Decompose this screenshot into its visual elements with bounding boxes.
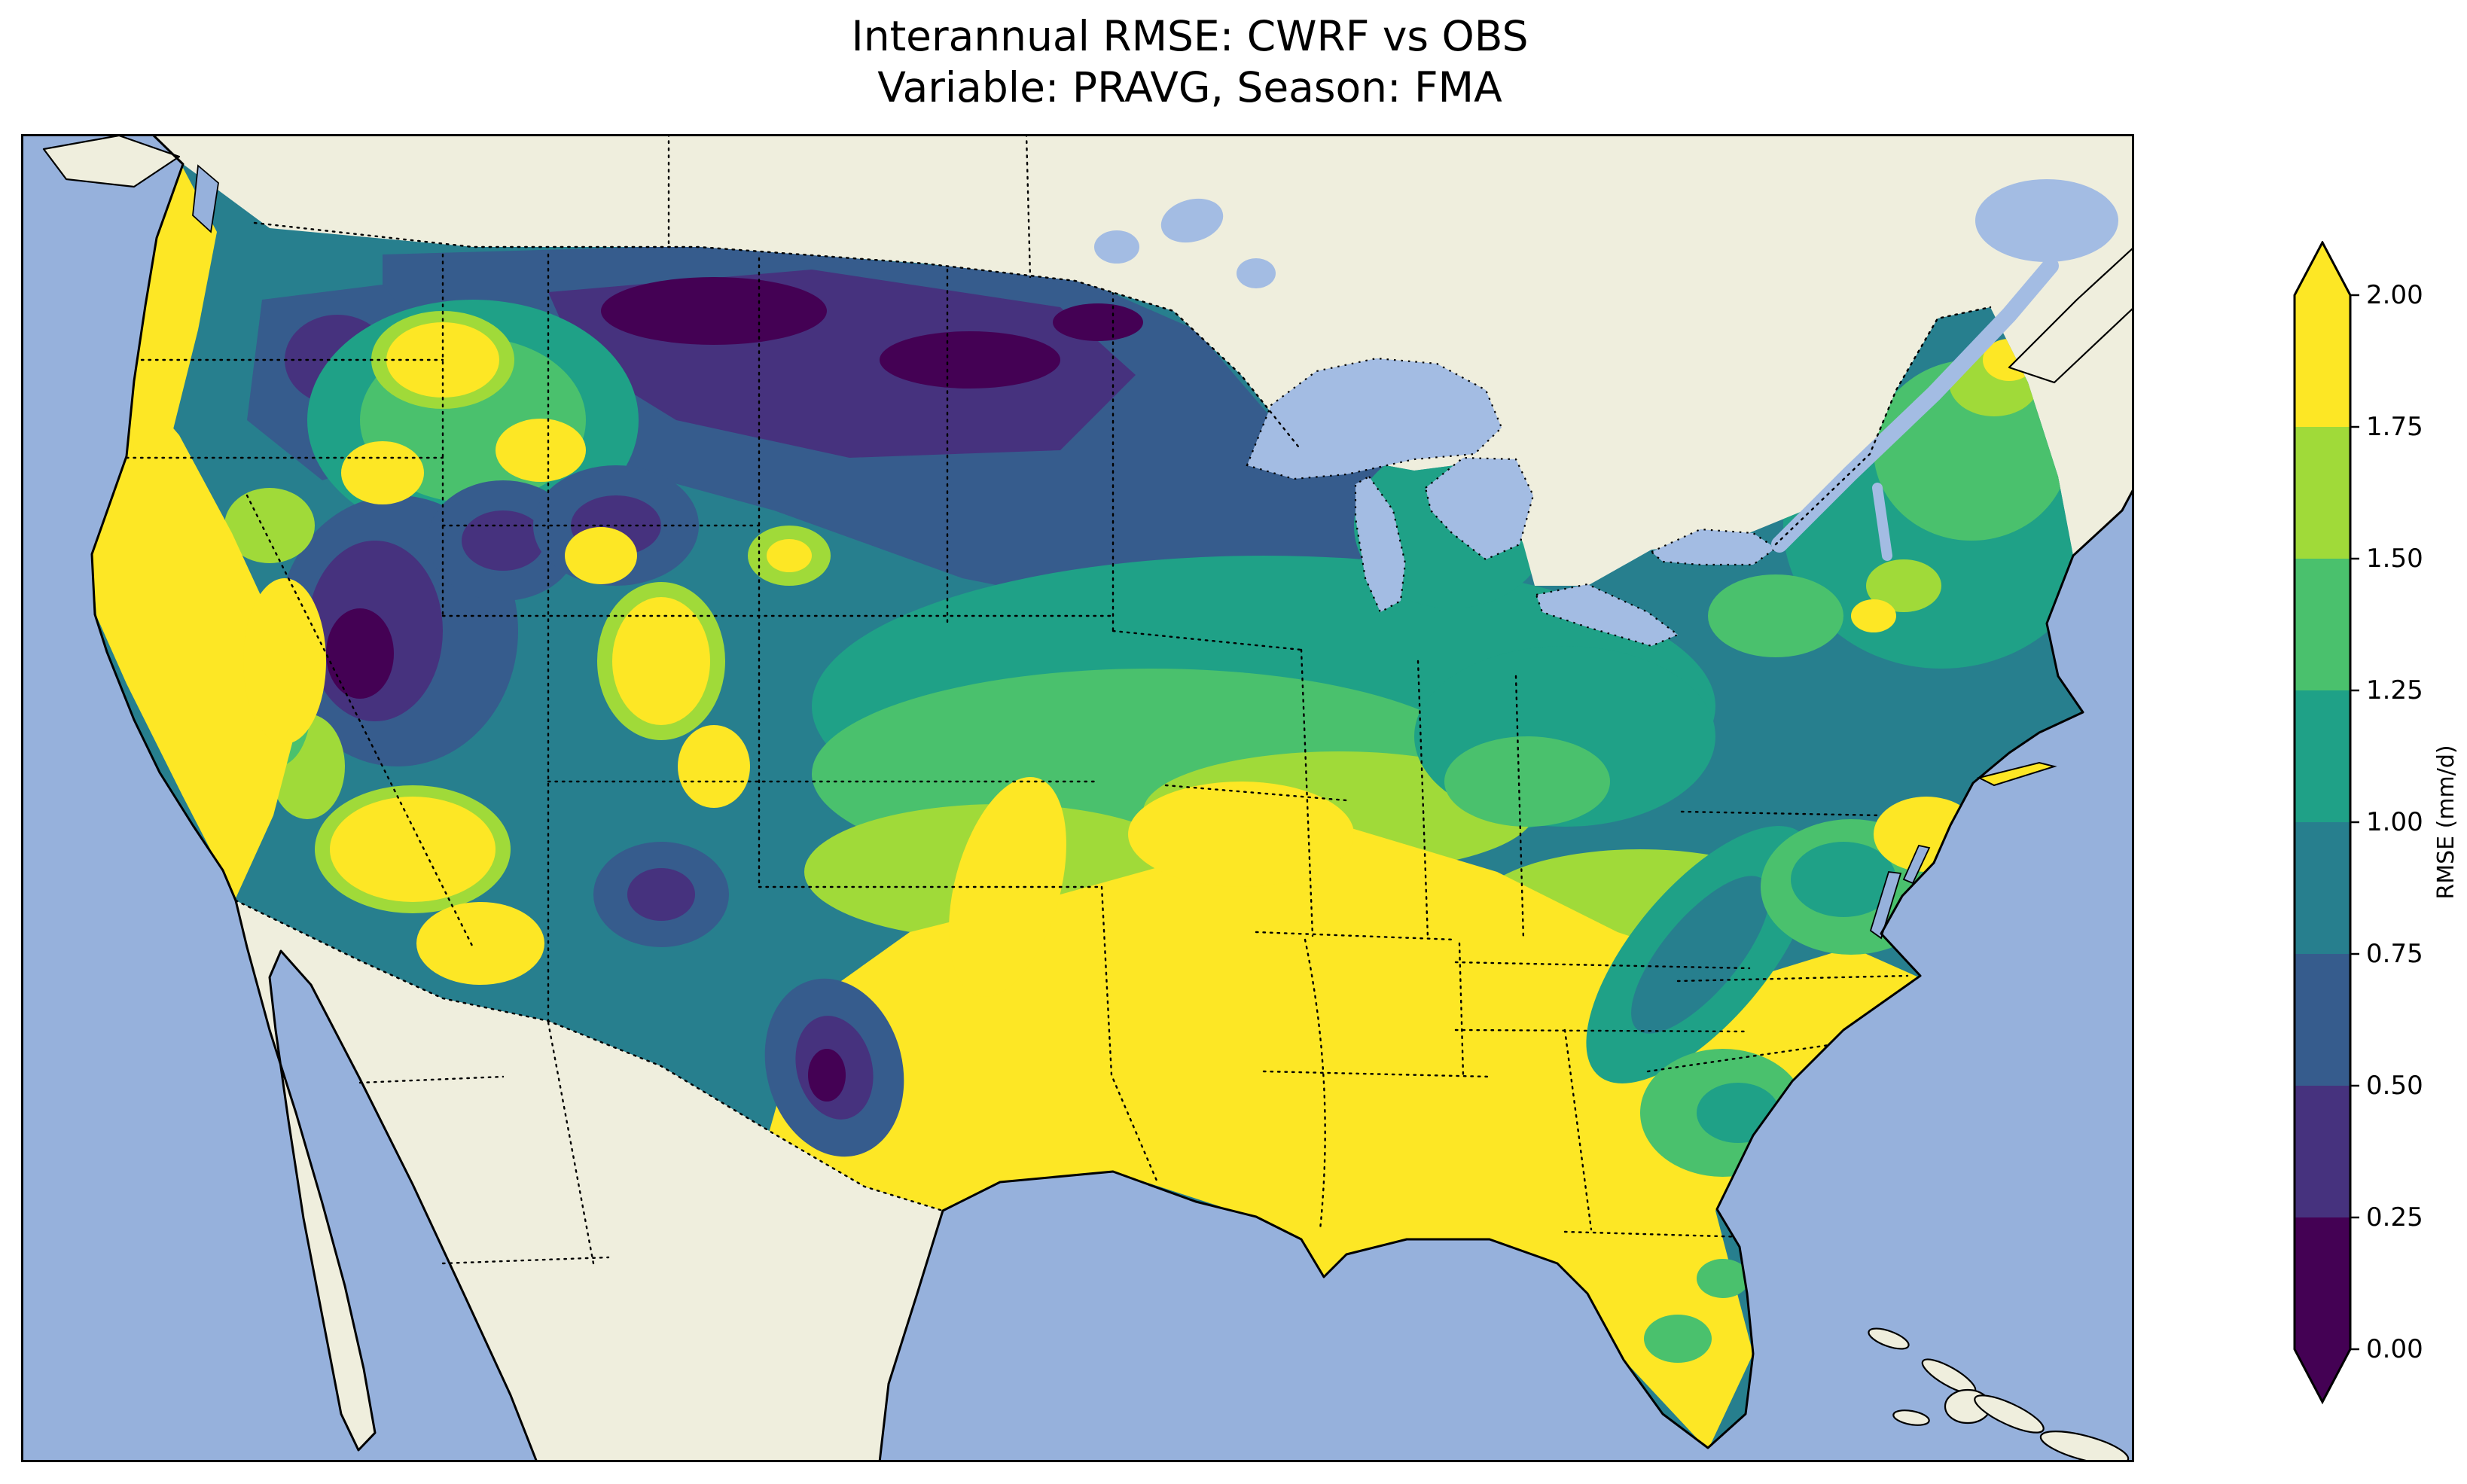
colorbar-over-triangle	[2295, 242, 2350, 295]
tick-0.00: 0.00	[2366, 1334, 2423, 1364]
map-panel	[21, 133, 2136, 1466]
rmse-contour-blobs	[92, 168, 2083, 1448]
colorbar-under-triangle	[2295, 1349, 2350, 1402]
colorbar-panel: 2.00 1.75 1.50 1.25 1.00 0.75 0.50 0.25 …	[2282, 239, 2467, 1431]
puget-sound	[192, 164, 219, 233]
colorbar-bands	[2295, 295, 2350, 1349]
coastline	[90, 133, 2136, 1463]
gulf-of-st-lawrence	[1975, 179, 2118, 262]
lake-superior	[1246, 357, 1503, 480]
chesapeake-bay	[1869, 871, 1902, 940]
tick-1.00: 1.00	[2366, 807, 2423, 837]
st-lawrence-river	[1771, 257, 2059, 553]
colorbar-ticks	[2350, 294, 2359, 1351]
tick-1.25: 1.25	[2366, 675, 2423, 705]
national-borders	[234, 221, 1992, 1212]
lake-ontario	[1649, 528, 1777, 566]
tick-1.50: 1.50	[2366, 544, 2423, 574]
colorbar-axis-label: RMSE (mm/d)	[2433, 745, 2459, 899]
state-borders	[125, 253, 1909, 1239]
tick-0.75: 0.75	[2366, 939, 2423, 969]
chart-title: Interannual RMSE: CWRF vs OBS Variable: …	[0, 11, 2380, 113]
lake-michigan	[1354, 475, 1407, 614]
tick-0.50: 0.50	[2366, 1071, 2423, 1101]
foreign-internal-borders	[358, 133, 1032, 1265]
chart-title-line1: Interannual RMSE: CWRF vs OBS	[851, 12, 1529, 60]
colorbar-tick-labels: 2.00 1.75 1.50 1.25 1.00 0.75 0.50 0.25 …	[2366, 280, 2423, 1364]
bahamas-islands	[1868, 1327, 2130, 1466]
delaware-bay	[1902, 844, 1931, 885]
long-island	[1977, 761, 2057, 787]
tick-2.00: 2.00	[2366, 280, 2423, 310]
lake-huron	[1424, 456, 1535, 561]
lake-erie	[1535, 583, 1680, 648]
chart-title-line2: Variable: PRAVG, Season: FMA	[877, 63, 1502, 112]
lake-champlain	[1872, 483, 1892, 561]
great-lakes	[1246, 357, 1777, 648]
axes-frame	[21, 134, 2134, 1462]
canadian-lakes	[1094, 198, 1276, 288]
vancouver-island	[42, 134, 181, 188]
colorbar: 2.00 1.75 1.50 1.25 1.00 0.75 0.50 0.25 …	[2293, 239, 2459, 1405]
tick-1.75: 1.75	[2366, 412, 2423, 442]
tick-0.25: 0.25	[2366, 1202, 2423, 1233]
us-map	[21, 133, 2136, 1466]
